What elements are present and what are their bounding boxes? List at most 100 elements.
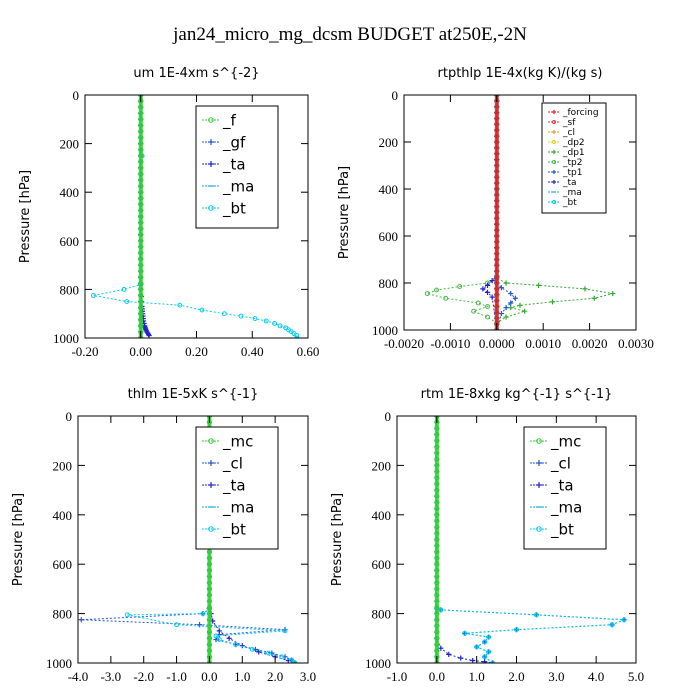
data-point bbox=[494, 292, 500, 298]
y-tick-label: 1000 bbox=[46, 656, 72, 671]
legend-entry: _bt bbox=[550, 520, 574, 539]
x-tick-label: 0.0010 bbox=[525, 336, 561, 351]
legend-marker bbox=[208, 205, 214, 211]
data-point bbox=[289, 657, 295, 663]
data-point bbox=[279, 654, 285, 660]
x-tick-label: 3.0 bbox=[548, 669, 564, 684]
data-point bbox=[78, 617, 84, 623]
y-tick-label: 800 bbox=[60, 282, 80, 297]
y-tick-label: 0 bbox=[73, 88, 80, 103]
y-tick-label: 1000 bbox=[365, 656, 391, 671]
x-tick-label: 0.00 bbox=[129, 344, 152, 359]
x-tick-label: -1.0 bbox=[166, 669, 187, 684]
data-point bbox=[206, 555, 212, 561]
legend-entry: _ma bbox=[550, 498, 582, 517]
data-point bbox=[494, 227, 500, 233]
plot-frame bbox=[77, 415, 309, 664]
legend-marker bbox=[552, 170, 556, 174]
data-point bbox=[533, 612, 539, 618]
x-tick-label: 0.40 bbox=[241, 344, 264, 359]
data-point bbox=[146, 332, 152, 338]
data-point bbox=[475, 300, 481, 306]
data-point bbox=[206, 642, 212, 647]
panel-title: um 1E-4xm s^{-2} bbox=[133, 66, 259, 81]
data-point bbox=[124, 299, 130, 304]
data-point bbox=[434, 629, 440, 635]
data-point bbox=[517, 302, 523, 308]
legend-marker bbox=[552, 130, 556, 134]
data-point bbox=[216, 628, 222, 634]
data-point bbox=[138, 189, 144, 195]
legend-marker bbox=[536, 438, 542, 444]
x-tick-label: 0.0000 bbox=[479, 336, 515, 351]
legend: _mc _cl _ta _ma _bt bbox=[195, 426, 279, 550]
data-point bbox=[609, 622, 615, 628]
legend-marker bbox=[208, 161, 214, 167]
data-point bbox=[508, 300, 514, 306]
data-point bbox=[503, 305, 509, 311]
y-tick-label: 0 bbox=[392, 88, 399, 103]
y-tick-label: 1000 bbox=[372, 323, 398, 338]
data-point bbox=[434, 469, 440, 475]
data-point bbox=[434, 537, 440, 542]
data-point bbox=[434, 635, 440, 641]
data-point bbox=[213, 633, 219, 639]
data-point bbox=[494, 133, 500, 139]
data-point bbox=[484, 282, 491, 288]
data-point bbox=[434, 444, 440, 450]
y-tick-label: 400 bbox=[379, 182, 399, 197]
x-tick-label: 0.20 bbox=[185, 344, 208, 359]
x-tick-label: 0.0030 bbox=[618, 336, 654, 351]
data-point bbox=[480, 286, 486, 292]
y-tick-label: 0 bbox=[66, 409, 73, 424]
data-point bbox=[206, 648, 212, 654]
y-axis-label: Pressure [hPa] bbox=[330, 493, 345, 586]
y-tick-label: 1000 bbox=[53, 331, 79, 346]
data-point bbox=[206, 592, 212, 598]
data-point bbox=[138, 299, 144, 304]
data-point bbox=[233, 642, 239, 647]
data-point bbox=[434, 506, 440, 512]
data-point bbox=[494, 145, 500, 151]
x-tick-label: 4.0 bbox=[588, 669, 604, 684]
x-tick-label: 1.0 bbox=[234, 669, 250, 684]
legend-marker bbox=[552, 180, 556, 184]
data-point bbox=[424, 291, 430, 297]
x-tick-label: 0.0 bbox=[429, 669, 445, 684]
data-point bbox=[124, 612, 130, 618]
data-point bbox=[485, 314, 490, 320]
x-tick-label: -2.0 bbox=[133, 669, 154, 684]
panel-1: um 1E-4xm s^{-2} Pressure [hPa] -0.20 0.00 0… bbox=[18, 66, 319, 359]
data-point bbox=[443, 295, 449, 301]
data-point bbox=[206, 598, 212, 604]
data-point bbox=[434, 450, 440, 456]
y-tick-label: 200 bbox=[372, 458, 392, 473]
legend: _mc _cl _ta _ma _bt bbox=[523, 426, 607, 550]
data-point bbox=[434, 493, 440, 499]
legend-marker bbox=[208, 482, 214, 488]
data-point bbox=[434, 586, 440, 592]
data-point bbox=[494, 151, 500, 157]
data-point bbox=[494, 104, 500, 110]
y-tick-label: 800 bbox=[379, 276, 399, 291]
data-point bbox=[138, 232, 144, 238]
y-tick-label: 600 bbox=[60, 234, 80, 249]
data-point bbox=[549, 299, 556, 305]
data-point bbox=[238, 313, 244, 319]
y-tick-label: 200 bbox=[53, 458, 73, 473]
x-tick-label: 0.0020 bbox=[572, 336, 608, 351]
data-point bbox=[206, 561, 212, 567]
data-point bbox=[434, 592, 440, 598]
data-point bbox=[494, 256, 500, 263]
data-point bbox=[138, 293, 144, 298]
data-point bbox=[282, 628, 288, 634]
data-point bbox=[138, 220, 144, 226]
data-point bbox=[239, 643, 245, 649]
legend-entry: _cl bbox=[550, 454, 571, 473]
data-point bbox=[494, 221, 500, 227]
data-point bbox=[434, 425, 440, 431]
y-tick-label: 600 bbox=[379, 229, 399, 244]
x-tick-label: 3.0 bbox=[300, 669, 316, 684]
x-tick-label: 2.0 bbox=[508, 669, 524, 684]
